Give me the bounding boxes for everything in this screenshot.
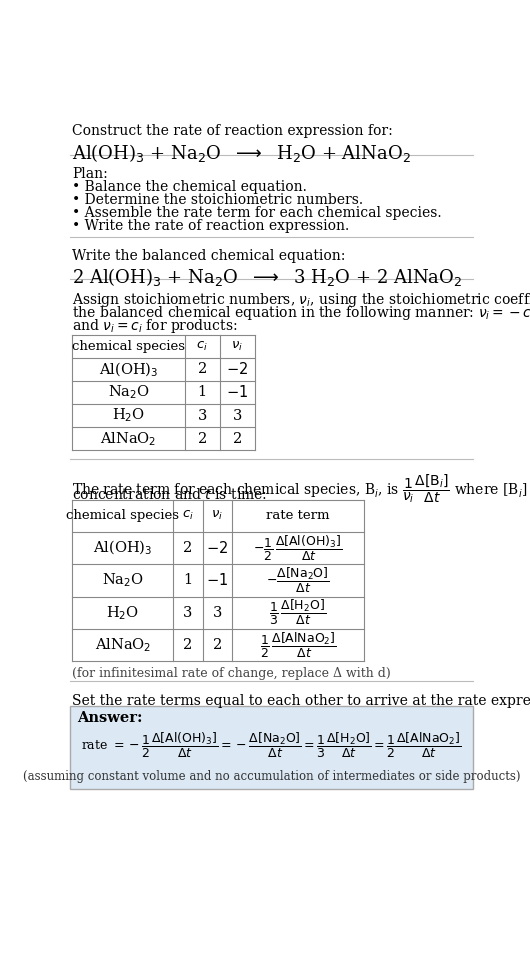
Text: • Balance the chemical equation.: • Balance the chemical equation. <box>73 180 307 194</box>
Text: 2: 2 <box>183 541 192 555</box>
Text: $-2$: $-2$ <box>226 362 248 377</box>
Text: 2: 2 <box>183 638 192 652</box>
Text: • Write the rate of reaction expression.: • Write the rate of reaction expression. <box>73 220 350 233</box>
Text: AlNaO$_2$: AlNaO$_2$ <box>101 430 157 448</box>
Text: $c_i$: $c_i$ <box>196 340 208 353</box>
Text: AlNaO$_2$: AlNaO$_2$ <box>95 636 151 654</box>
Text: Al(OH)$_3$ + Na$_2$O  $\longrightarrow$  H$_2$O + AlNaO$_2$: Al(OH)$_3$ + Na$_2$O $\longrightarrow$ H… <box>73 142 411 165</box>
Text: $-\dfrac{\Delta[\mathrm{Na_2O}]}{\Delta t}$: $-\dfrac{\Delta[\mathrm{Na_2O}]}{\Delta … <box>266 565 330 595</box>
Text: $-2$: $-2$ <box>206 540 228 556</box>
Text: chemical species: chemical species <box>66 510 179 522</box>
Text: H$_2$O: H$_2$O <box>106 604 139 621</box>
Text: The rate term for each chemical species, B$_i$, is $\dfrac{1}{\nu_i}\dfrac{\Delt: The rate term for each chemical species,… <box>73 471 530 505</box>
Text: 1: 1 <box>183 573 192 587</box>
Text: $c_i$: $c_i$ <box>182 510 194 522</box>
Text: $-1$: $-1$ <box>206 572 228 588</box>
Text: the balanced chemical equation in the following manner: $\nu_i = -c_i$ for react: the balanced chemical equation in the fo… <box>73 304 530 322</box>
Text: Assign stoichiometric numbers, $\nu_i$, using the stoichiometric coefficients, $: Assign stoichiometric numbers, $\nu_i$, … <box>73 291 530 309</box>
Text: 3: 3 <box>183 606 192 619</box>
Text: 3: 3 <box>198 409 207 422</box>
Text: Answer:: Answer: <box>77 710 143 724</box>
Text: (for infinitesimal rate of change, replace Δ with d): (for infinitesimal rate of change, repla… <box>73 667 391 680</box>
Text: and $\nu_i = c_i$ for products:: and $\nu_i = c_i$ for products: <box>73 317 238 335</box>
Text: 2: 2 <box>198 363 207 376</box>
Text: $-\dfrac{1}{2}\,\dfrac{\Delta[\mathrm{Al(OH)_3}]}{\Delta t}$: $-\dfrac{1}{2}\,\dfrac{\Delta[\mathrm{Al… <box>253 533 343 563</box>
Text: Na$_2$O: Na$_2$O <box>102 571 144 589</box>
Text: 2: 2 <box>213 638 222 652</box>
Text: $\dfrac{1}{2}\,\dfrac{\Delta[\mathrm{AlNaO_2}]}{\Delta t}$: $\dfrac{1}{2}\,\dfrac{\Delta[\mathrm{AlN… <box>260 630 337 660</box>
FancyBboxPatch shape <box>70 706 473 789</box>
Text: 3: 3 <box>233 409 242 422</box>
Text: Al(OH)$_3$: Al(OH)$_3$ <box>99 361 158 378</box>
Text: $\nu_i$: $\nu_i$ <box>231 340 243 353</box>
Text: $\dfrac{1}{3}\,\dfrac{\Delta[\mathrm{H_2O}]}{\Delta t}$: $\dfrac{1}{3}\,\dfrac{\Delta[\mathrm{H_2… <box>269 598 326 627</box>
Text: • Assemble the rate term for each chemical species.: • Assemble the rate term for each chemic… <box>73 206 442 220</box>
Text: 2 Al(OH)$_3$ + Na$_2$O  $\longrightarrow$  3 H$_2$O + 2 AlNaO$_2$: 2 Al(OH)$_3$ + Na$_2$O $\longrightarrow$… <box>73 267 463 288</box>
Text: Set the rate terms equal to each other to arrive at the rate expression:: Set the rate terms equal to each other t… <box>73 694 530 708</box>
Text: (assuming constant volume and no accumulation of intermediates or side products): (assuming constant volume and no accumul… <box>23 770 520 783</box>
Text: chemical species: chemical species <box>72 340 185 353</box>
Text: concentration and $t$ is time:: concentration and $t$ is time: <box>73 487 268 502</box>
Text: Plan:: Plan: <box>73 167 108 181</box>
Text: 2: 2 <box>198 431 207 446</box>
Text: H$_2$O: H$_2$O <box>112 407 145 424</box>
Text: 1: 1 <box>198 385 207 400</box>
Text: Al(OH)$_3$: Al(OH)$_3$ <box>93 539 153 558</box>
Text: rate $= -\dfrac{1}{2}\dfrac{\Delta[\mathrm{Al(OH)_3}]}{\Delta t} = -\dfrac{\Delt: rate $= -\dfrac{1}{2}\dfrac{\Delta[\math… <box>82 730 462 760</box>
Text: rate term: rate term <box>266 510 330 522</box>
Text: • Determine the stoichiometric numbers.: • Determine the stoichiometric numbers. <box>73 193 364 207</box>
Text: Write the balanced chemical equation:: Write the balanced chemical equation: <box>73 249 346 264</box>
Text: Na$_2$O: Na$_2$O <box>108 383 149 402</box>
Text: 2: 2 <box>233 431 242 446</box>
Text: $-1$: $-1$ <box>226 384 248 401</box>
Text: $\nu_i$: $\nu_i$ <box>211 510 223 522</box>
Text: 3: 3 <box>213 606 222 619</box>
Text: Construct the rate of reaction expression for:: Construct the rate of reaction expressio… <box>73 123 393 138</box>
